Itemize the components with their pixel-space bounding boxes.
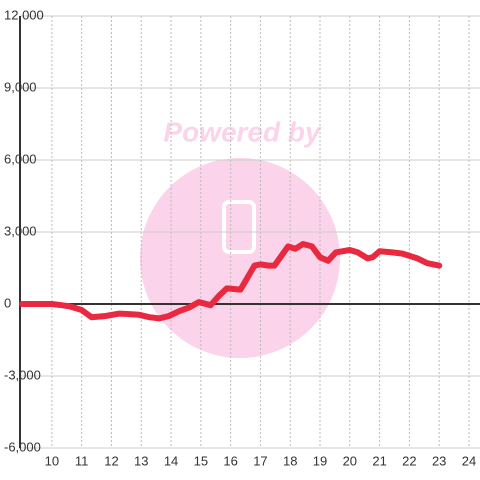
x-tick-label: 12	[104, 453, 118, 468]
watermark-text: Powered by	[163, 116, 322, 147]
x-tick-label: 16	[223, 453, 237, 468]
x-tick-label: 24	[462, 453, 476, 468]
x-tick-label: 15	[194, 453, 208, 468]
y-tick-label: 12,000	[4, 7, 44, 22]
x-tick-label: 13	[134, 453, 148, 468]
x-tick-label: 14	[164, 453, 178, 468]
x-tick-label: 18	[283, 453, 297, 468]
y-tick-label: -6,000	[4, 439, 41, 454]
x-tick-label: 23	[432, 453, 446, 468]
x-tick-label: 10	[45, 453, 59, 468]
x-tick-label: 19	[313, 453, 327, 468]
x-tick-label: 21	[372, 453, 386, 468]
watermark-circle	[140, 158, 340, 358]
y-tick-label: -3,000	[4, 367, 41, 382]
x-tick-label: 11	[75, 453, 89, 468]
y-tick-label: 0	[4, 295, 11, 310]
line-series	[19, 241, 443, 322]
x-tick-label: 22	[402, 453, 416, 468]
x-tick-label: 20	[343, 453, 357, 468]
x-tick-label: 17	[253, 453, 267, 468]
watermark-icon	[222, 200, 256, 254]
